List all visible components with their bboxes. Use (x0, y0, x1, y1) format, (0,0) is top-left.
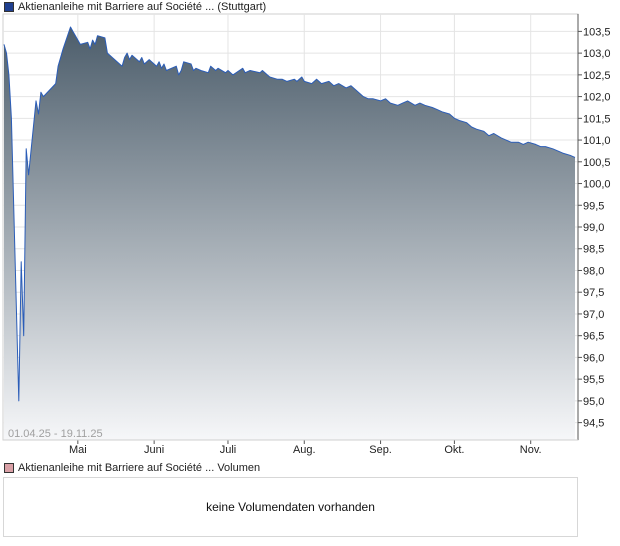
volume-panel: keine Volumendaten vorhanden (3, 477, 578, 537)
y-tick-label: 101,5 (583, 113, 611, 125)
y-tick-label: 103,5 (583, 26, 611, 38)
volume-legend-swatch (4, 463, 14, 473)
x-tick-label: Aug. (293, 444, 316, 456)
price-line (3, 26, 576, 402)
x-tick-label: Juni (144, 444, 164, 456)
x-tick-label: Mai (69, 444, 87, 456)
price-chart: 103,5 103,0 102,5 102,0 101,5 101,0 100,5 100,0… (2, 13, 611, 456)
volume-legend: Aktienanleihe mit Barriere auf Société .… (4, 461, 260, 475)
y-tick-label: 97,0 (583, 309, 604, 321)
y-tick-label: 97,5 (583, 287, 604, 299)
date-range-label: 01.04.25 - 19.11.25 (8, 428, 103, 440)
y-tick-label: 95,0 (583, 396, 604, 408)
price-legend-swatch (4, 2, 14, 12)
y-tick-label: 95,5 (583, 374, 604, 386)
y-tick-label: 99,5 (583, 200, 604, 212)
x-tick-label: Juli (220, 444, 237, 456)
y-tick-label: 98,5 (583, 244, 604, 256)
y-tick-label: 103,0 (583, 48, 611, 60)
price-legend: Aktienanleihe mit Barriere auf Société .… (4, 0, 266, 14)
y-tick-label: 98,0 (583, 265, 604, 277)
y-tick-label: 100,0 (583, 179, 611, 191)
price-area (4, 27, 575, 440)
volume-legend-label: Aktienanleihe mit Barriere auf Société .… (18, 462, 261, 474)
y-tick-label: 102,5 (583, 70, 611, 82)
y-tick-label: 94,5 (583, 418, 604, 430)
y-tick-label: 102,0 (583, 92, 611, 104)
y-tick-label: 99,0 (583, 222, 604, 234)
x-tick-label: Nov. (520, 444, 542, 456)
y-tick-label: 96,5 (583, 331, 604, 343)
x-tick-label: Sep. (369, 444, 392, 456)
y-tick-label: 100,5 (583, 157, 611, 169)
volume-message: keine Volumendaten vorhanden (206, 500, 375, 514)
x-tick-label: Okt. (444, 444, 464, 456)
y-tick-label: 96,0 (583, 352, 604, 364)
price-legend-label: Aktienanleihe mit Barriere auf Société .… (18, 1, 267, 13)
y-tick-label: 101,0 (583, 135, 611, 147)
